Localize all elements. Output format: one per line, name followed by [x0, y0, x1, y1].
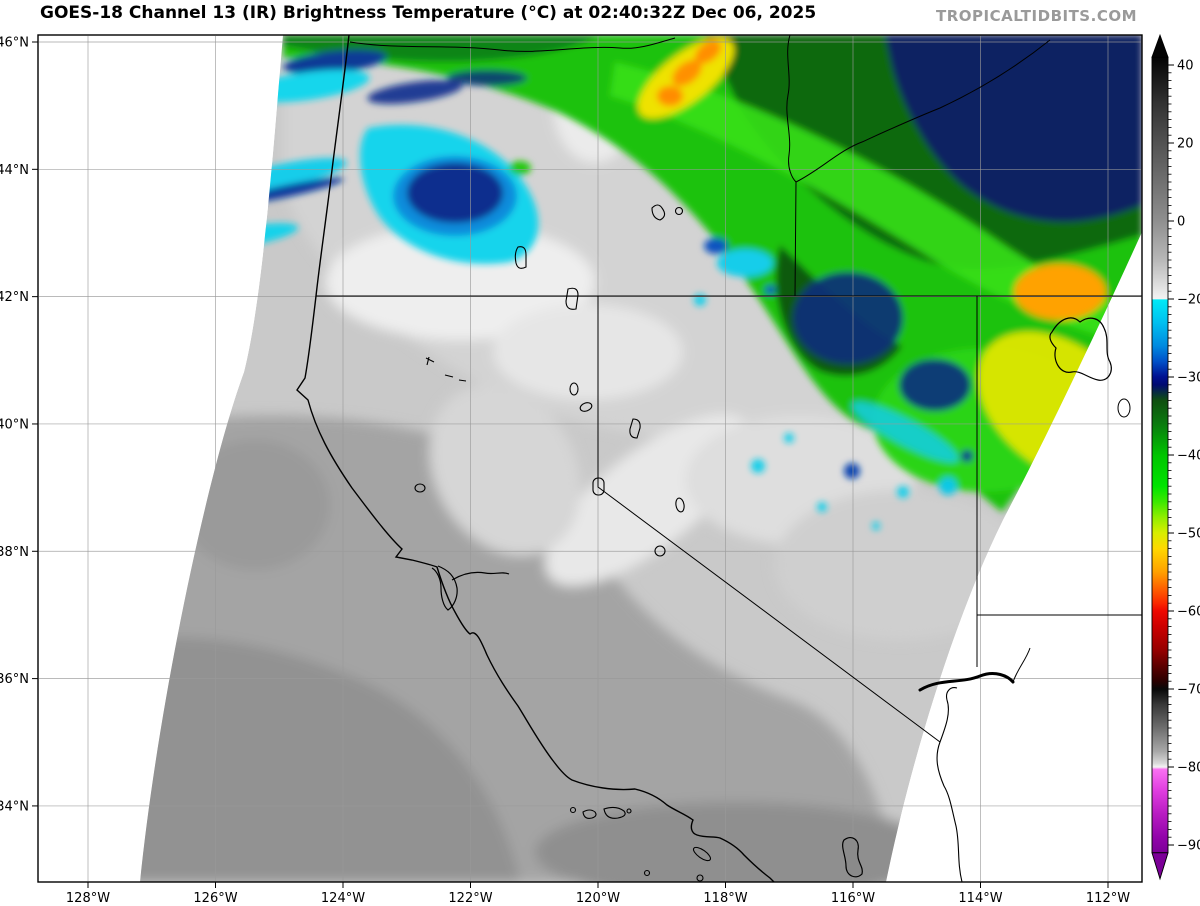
- white-cloud-nwnev: [493, 304, 683, 400]
- lat-label: 38°N: [0, 545, 29, 560]
- klamath-lake: [514, 246, 527, 269]
- virgin-river: [1012, 647, 1031, 683]
- page-title: GOES-18 Channel 13 (IR) Brightness Tempe…: [40, 3, 817, 23]
- satellite-raster: [140, 35, 1142, 882]
- lat-label: 46°N: [0, 36, 29, 51]
- colorbar-tick-label: −20: [1177, 293, 1200, 308]
- salton-sea: [842, 837, 863, 878]
- utah-lake: [1117, 398, 1131, 418]
- colorbar: 40 20 0 −20 −30 −40 −50 −60 −70 −80 −90: [1151, 33, 1200, 881]
- cyan-bit-mid: [717, 249, 773, 277]
- ca-nv-border: [597, 296, 941, 743]
- lon-label: 126°W: [193, 891, 237, 906]
- summer-lake: [674, 206, 684, 216]
- abert-lake: [651, 204, 666, 221]
- colorbar-tick-label: 20: [1177, 137, 1194, 152]
- geo-borders: [296, 34, 1142, 883]
- colorbar-tick-label: 40: [1177, 59, 1194, 74]
- white-cloud-norcal: [325, 224, 595, 340]
- watermark: TROPICALTIDBITS.COM: [936, 7, 1137, 25]
- colorbar-tick-label: 0: [1177, 215, 1185, 230]
- ocean-dark-gray: [140, 636, 520, 882]
- mono-lake: [654, 545, 666, 557]
- cyan-specks: [694, 285, 973, 530]
- navy-streak-3: [447, 70, 527, 86]
- walker-lake: [675, 497, 685, 513]
- navy-streak-2: [367, 80, 463, 104]
- lat-label: 44°N: [0, 163, 29, 178]
- lat-label: 42°N: [0, 290, 29, 305]
- gray-cloud-snev: [775, 490, 1025, 640]
- lon-label: 118°W: [703, 891, 747, 906]
- colorbar-tick-label: −70: [1177, 683, 1200, 698]
- colorbar-bar: [1151, 56, 1169, 854]
- lon-label: 116°W: [831, 891, 875, 906]
- great-salt-lake: [1049, 317, 1112, 381]
- plot-frame: [37, 34, 1143, 883]
- white-cloud-utah: [1038, 423, 1142, 507]
- blue-bit-mid: [704, 238, 728, 254]
- honey-lake: [579, 402, 593, 412]
- lon-label: 128°W: [66, 891, 110, 906]
- lake-mead: [918, 672, 1015, 692]
- green-speck-klamath: [509, 161, 531, 175]
- colorbar-tick-label: −30: [1177, 371, 1200, 386]
- navy-core-nw: [407, 163, 503, 223]
- lon-label: 112°W: [1086, 891, 1130, 906]
- columbia-river: [349, 37, 676, 52]
- coastal-dark-patch: [180, 440, 330, 570]
- colorbar-tick-label: −60: [1177, 605, 1200, 620]
- orange-core-utah: [1014, 264, 1106, 320]
- colorbar-tick-label: −90: [1177, 839, 1200, 854]
- light-central-valley: [429, 384, 581, 556]
- orange-core-or3: [657, 86, 683, 106]
- lat-label: 34°N: [0, 799, 29, 814]
- cyan-fringe-edge: [851, 401, 959, 463]
- eagle-lake: [569, 382, 579, 396]
- navy-blob-mid2: [899, 359, 971, 411]
- grid-lines: [39, 36, 1141, 881]
- colorbar-tick-label: −40: [1177, 449, 1200, 464]
- colorbar-arrow-top: [1151, 33, 1169, 58]
- socal-bight-dark: [535, 802, 935, 882]
- shasta-lake: [425, 356, 467, 382]
- channel-islands: [569, 806, 712, 882]
- lon-label: 120°W: [576, 891, 620, 906]
- colorbar-arrow-bottom: [1151, 852, 1169, 881]
- goose-lake: [565, 287, 579, 310]
- sf-bay: [431, 565, 510, 611]
- or-id-border-snake: [786, 34, 1051, 297]
- colorbar-tick-label: −80: [1177, 761, 1200, 776]
- lake-tahoe: [592, 477, 605, 496]
- lon-label: 122°W: [448, 891, 492, 906]
- coastline-pacific: [296, 34, 775, 883]
- lat-label: 40°N: [0, 417, 29, 432]
- lon-label: 114°W: [958, 891, 1002, 906]
- clear-lake: [414, 483, 426, 493]
- pyramid-lake: [629, 418, 641, 439]
- lat-label: 36°N: [0, 672, 29, 687]
- axis-labels: 128°W 126°W 124°W 122°W 120°W 118°W 116°W 114°W…: [0, 36, 1130, 906]
- orange-core-utah2: [1085, 440, 1142, 472]
- orange-core-or1: [694, 40, 722, 64]
- orange-core-or2: [672, 59, 702, 87]
- navy-blob-mid: [793, 272, 903, 364]
- lakes-small: [414, 204, 685, 557]
- navy-ne: [885, 35, 1142, 222]
- colorado-river: [936, 687, 963, 883]
- lon-label: 124°W: [321, 891, 365, 906]
- navy-streak-1: [283, 49, 387, 75]
- colorbar-tick-label: −50: [1177, 527, 1200, 542]
- bright-green-band: [610, 62, 1142, 345]
- axis-ticks: [32, 41, 1109, 888]
